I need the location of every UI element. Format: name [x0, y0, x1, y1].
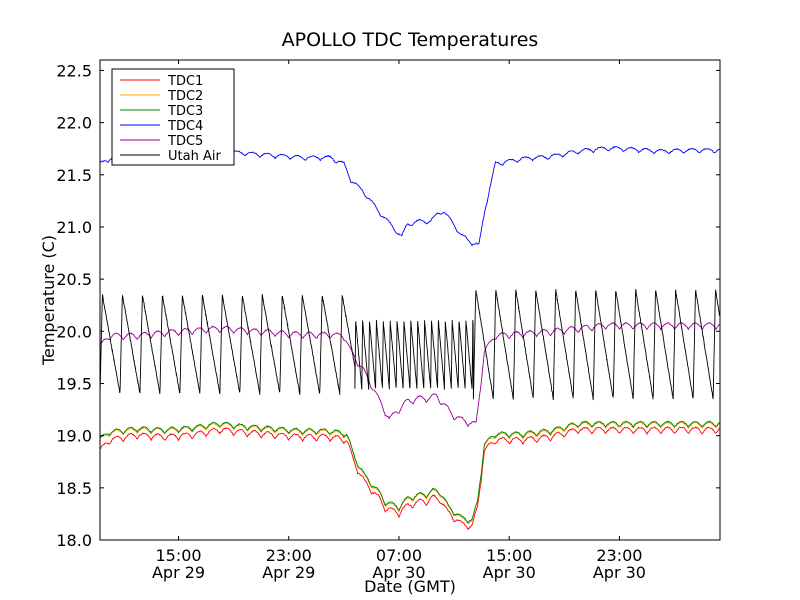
series-line-tdc1 — [99, 426, 721, 531]
series-layer — [99, 146, 721, 531]
legend-label: TDC4 — [167, 119, 203, 134]
x-tick-label-time: 15:00 — [486, 546, 532, 565]
series-line-tdc5 — [99, 321, 721, 428]
y-tick-label: 19.0 — [56, 427, 92, 446]
y-tick-label: 19.5 — [56, 374, 92, 393]
legend-label: TDC5 — [167, 134, 203, 149]
x-tick-label-time: 07:00 — [376, 546, 422, 565]
y-tick-label: 20.5 — [56, 270, 92, 289]
x-tick-label-time: 23:00 — [266, 546, 312, 565]
y-tick-label: 18.5 — [56, 479, 92, 498]
y-axis-ticks: 18.0 18.5 19.0 19.5 20.0 20.5 21.0 21.5 22.0 22.5 — [56, 61, 720, 550]
y-axis-label: Temperature (C) — [39, 235, 58, 366]
series-line-tdc3 — [99, 420, 721, 524]
x-axis-label: Date (GMT) — [364, 577, 456, 596]
y-tick-label: 18.0 — [56, 531, 92, 550]
x-tick-label-time: 23:00 — [596, 546, 642, 565]
axes-frame — [99, 59, 721, 541]
legend-label: TDC2 — [167, 89, 203, 104]
legend-label: TDC3 — [167, 104, 203, 119]
x-tick-label-date: Apr 30 — [593, 563, 646, 582]
series-line-utah-air — [99, 289, 721, 401]
x-tick-label-time: 15:00 — [155, 546, 201, 565]
y-tick-label: 21.0 — [56, 218, 92, 237]
y-tick-label: 22.0 — [56, 114, 92, 133]
x-tick-label-date: Apr 29 — [152, 563, 205, 582]
legend-label: Utah Air — [168, 149, 221, 164]
y-tick-label: 20.0 — [56, 322, 92, 341]
y-tick-label: 22.5 — [56, 61, 92, 80]
legend-label: TDC1 — [167, 74, 203, 89]
x-tick-label-date: Apr 30 — [483, 563, 536, 582]
series-line-tdc2 — [99, 421, 721, 524]
x-tick-label-date: Apr 29 — [262, 563, 315, 582]
x-tick-label-date: Apr 30 — [372, 563, 425, 582]
legend-box — [111, 68, 235, 166]
chart-title: APOLLO TDC Temperatures — [282, 29, 539, 51]
y-tick-label: 21.5 — [56, 166, 92, 185]
